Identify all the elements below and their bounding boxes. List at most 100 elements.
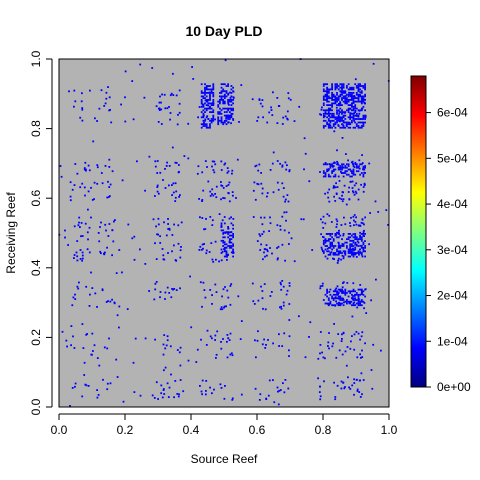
connectivity-point [357,304,360,307]
connectivity-point [214,334,217,337]
connectivity-point [327,299,330,301]
connectivity-point [158,101,161,104]
connectivity-point [228,200,231,203]
connectivity-point [351,99,353,101]
connectivity-point [336,83,338,86]
connectivity-point [327,125,330,127]
connectivity-point [357,115,360,118]
connectivity-point [264,308,267,311]
connectivity-point [204,125,206,127]
connectivity-point [362,105,365,108]
connectivity-point [203,243,205,245]
connectivity-point [285,168,288,171]
connectivity-point [327,100,330,103]
connectivity-point [227,107,229,110]
connectivity-point [346,125,348,127]
connectivity-point [174,380,177,382]
connectivity-point [354,126,357,129]
connectivity-point [350,180,352,183]
connectivity-point [226,167,229,169]
connectivity-point [219,100,221,103]
connectivity-point [94,117,96,120]
connectivity-point [357,118,360,120]
connectivity-point [209,85,211,87]
connectivity-point [104,251,106,254]
connectivity-point [347,100,350,103]
connectivity-point [334,97,337,99]
connectivity-point [209,195,212,197]
connectivity-point [223,197,226,200]
connectivity-point [360,253,363,256]
connectivity-point [224,162,227,165]
connectivity-point [362,246,365,249]
connectivity-point [339,299,342,301]
connectivity-point [348,386,350,389]
connectivity-point [202,104,205,106]
connectivity-point [342,116,345,119]
connectivity-point [223,397,226,400]
connectivity-point [332,116,335,119]
connectivity-point [80,222,83,224]
connectivity-point [364,166,366,169]
connectivity-point [222,100,225,103]
connectivity-point [341,338,343,340]
connectivity-point [84,222,87,225]
connectivity-points [58,58,390,407]
connectivity-point [236,158,239,161]
connectivity-point [326,93,328,96]
connectivity-point [211,219,214,222]
connectivity-point [348,198,351,201]
connectivity-point [74,382,77,385]
connectivity-point [349,88,352,91]
connectivity-point [362,186,365,188]
connectivity-point [227,99,229,101]
connectivity-point [202,97,205,99]
connectivity-point [355,97,358,99]
connectivity-point [178,164,180,166]
connectivity-point [342,282,344,284]
connectivity-point [286,164,288,167]
connectivity-point [341,92,343,94]
connectivity-point [339,168,342,171]
connectivity-point [60,175,63,178]
connectivity-point [283,391,286,394]
connectivity-point [347,123,350,126]
connectivity-point [230,107,233,110]
connectivity-point [341,97,343,99]
connectivity-point [111,170,114,173]
connectivity-point [336,116,338,119]
connectivity-point [124,96,126,99]
connectivity-point [214,283,217,286]
connectivity-point [172,72,174,75]
connectivity-point [359,100,361,103]
connectivity-point [339,290,342,293]
connectivity-point [222,338,224,340]
connectivity-point [351,121,353,124]
connectivity-point [200,90,203,93]
connectivity-point [215,353,218,356]
connectivity-point [352,112,355,115]
connectivity-point [326,295,328,298]
connectivity-point [198,249,201,251]
connectivity-point [237,295,240,298]
colorbar-tick-label: 2e-04 [437,289,468,303]
connectivity-point [212,100,215,103]
connectivity-point [122,400,125,403]
connectivity-point [352,99,355,101]
connectivity-point [284,379,287,381]
connectivity-point [163,221,165,224]
connectivity-point [206,166,208,168]
connectivity-point [223,243,226,246]
connectivity-point [332,170,335,173]
connectivity-point [162,389,165,391]
connectivity-point [360,102,363,105]
connectivity-point [160,101,162,104]
connectivity-point [338,103,340,105]
connectivity-point [364,342,366,345]
connectivity-point [165,234,168,237]
connectivity-point [324,238,327,240]
connectivity-point [205,107,208,110]
connectivity-point [210,107,213,110]
connectivity-point [163,369,165,372]
connectivity-point [170,296,173,299]
